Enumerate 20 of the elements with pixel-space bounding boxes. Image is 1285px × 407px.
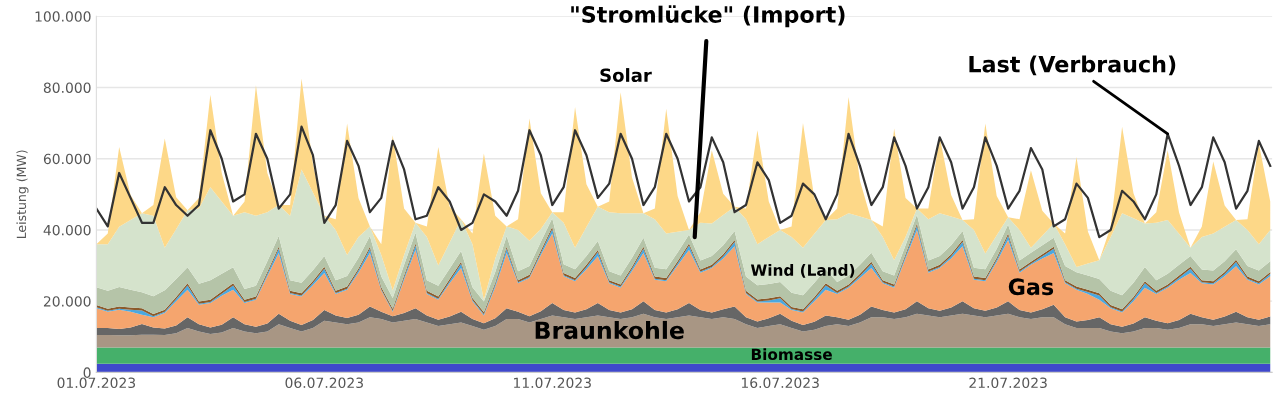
- series-label: Wind (Land): [750, 264, 855, 278]
- x-tick-label: 06.07.2023: [285, 377, 363, 389]
- x-tick-label: 21.07.2023: [969, 377, 1047, 389]
- y-tick-label: 80.000: [43, 82, 91, 93]
- x-tick-label: 01.07.2023: [57, 377, 136, 389]
- annotation: "Stromlücke" (Import): [571, 5, 845, 28]
- text: Last (Verbrauch): [969, 55, 1176, 76]
- x-tick-label: 16.07.2023: [741, 377, 819, 389]
- line-series: [96, 125, 1272, 239]
- series-label: Solar: [600, 68, 652, 83]
- y-axis-title: Leistung (MW): [16, 150, 29, 239]
- series-label: Braunkohle: [535, 320, 684, 340]
- y-tick-label: 0: [83, 367, 91, 378]
- series-label: Biomasse: [751, 348, 832, 361]
- y-tick-label: 40.000: [43, 224, 91, 236]
- series-label: Gas: [1008, 278, 1054, 296]
- y-tick-label: 100.000: [35, 11, 91, 22]
- y-tick-label: 60.000: [43, 153, 91, 165]
- y-tick-label: 20.000: [43, 296, 91, 307]
- x-tick-label: 11.07.2023: [514, 377, 591, 389]
